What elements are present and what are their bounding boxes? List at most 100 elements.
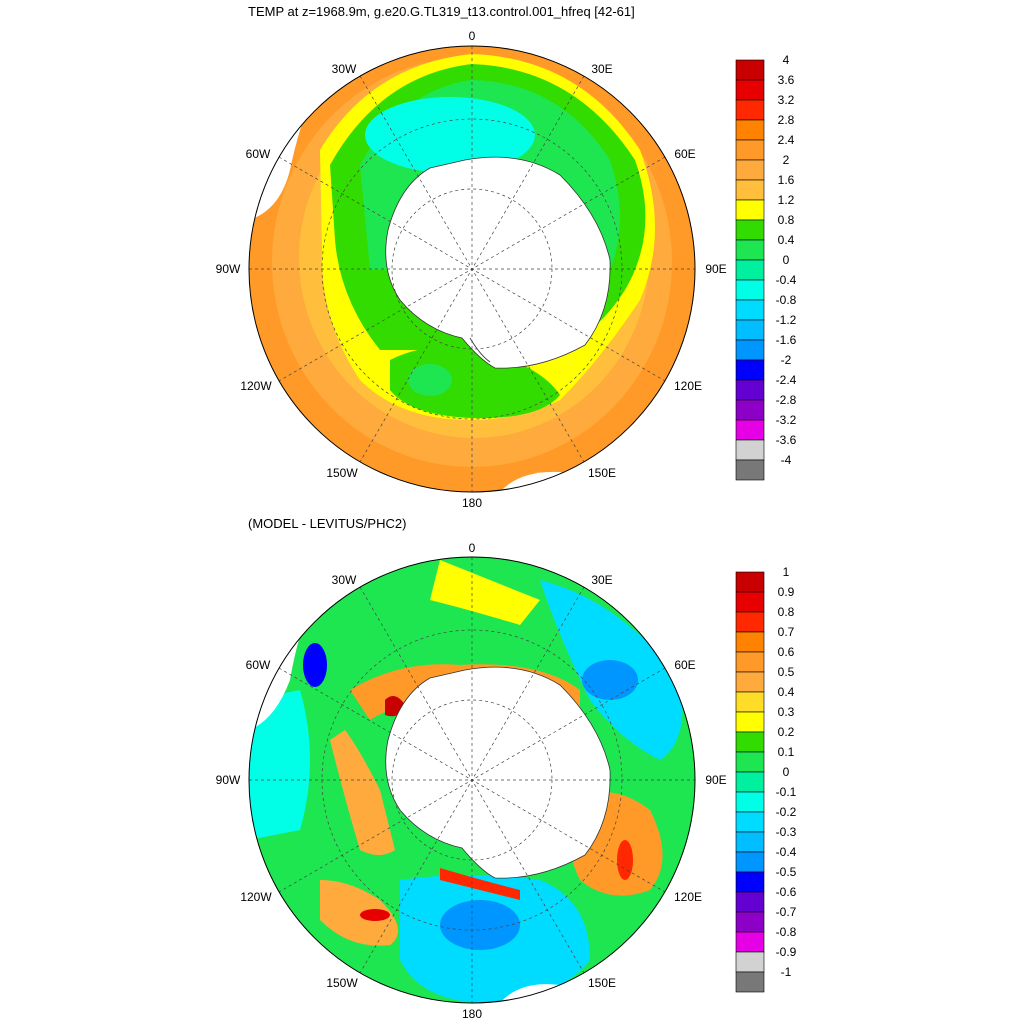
colorbar-label: -0.4 [776, 273, 797, 287]
top-map-outline [248, 45, 696, 493]
colorbar-label: -0.7 [776, 905, 797, 919]
bottom-map-title: (MODEL - LEVITUS/PHC2) [248, 516, 407, 531]
colorbar-swatch [735, 139, 765, 161]
colorbar-swatch [735, 419, 765, 441]
colorbar-label: 0.1 [778, 745, 795, 759]
colorbar-label: 0 [783, 253, 790, 267]
lon-label: 60W [246, 658, 271, 672]
lon-label: 90E [705, 773, 726, 787]
colorbar-label: 2.8 [778, 113, 795, 127]
colorbar-swatch [735, 439, 765, 461]
colorbar-label: 0.5 [778, 665, 795, 679]
colorbar-swatch [735, 319, 765, 341]
colorbar-swatch [735, 811, 765, 833]
lon-label: 150W [326, 466, 358, 480]
colorbar-label: -4 [781, 453, 792, 467]
colorbar-swatch [735, 399, 765, 421]
colorbar-label: 0.4 [778, 233, 795, 247]
bottom-colorbar: 1 0.9 0.8 0.7 0.6 0.5 0.4 0.3 0.2 0.1 0 -0.1 -0.2 -0.… [735, 565, 797, 993]
colorbar-swatch [735, 871, 765, 893]
colorbar-label: -2.4 [776, 373, 797, 387]
colorbar-swatch [735, 791, 765, 813]
colorbar-label: 0.9 [778, 585, 795, 599]
lon-label: 60W [246, 147, 271, 161]
colorbar-swatch [735, 911, 765, 933]
colorbar-swatch [735, 99, 765, 121]
bottom-map-outline [248, 556, 696, 1004]
top-map-fields [249, 46, 695, 492]
colorbar-swatch [735, 651, 765, 673]
lon-label: 150E [588, 466, 616, 480]
top-polar-map: 0 30E 60E 90E 120E 150E 180 150W 120W 90… [216, 29, 797, 510]
colorbar-swatch [735, 851, 765, 873]
bottom-map-graticule [249, 557, 695, 1003]
colorbar-swatch [735, 691, 765, 713]
top-map-graticule [249, 46, 695, 492]
top-colorbar: 4 3.6 3.2 2.8 2.4 2 1.6 1.2 0.8 0.4 0 -0.4 -0.8 -1.2 -… [735, 53, 797, 481]
colorbar-label: -0.8 [776, 925, 797, 939]
bottom-polar-map: 0 30E 60E 90E 120E 150E 180 150W 120W 90… [216, 541, 797, 1021]
colorbar-label: 3.2 [778, 93, 795, 107]
colorbar-swatch [735, 591, 765, 613]
colorbar-swatch [735, 279, 765, 301]
colorbar-swatch [735, 631, 765, 653]
colorbar-label: 4 [783, 53, 790, 67]
lon-label: 120W [240, 890, 272, 904]
colorbar-swatch [735, 159, 765, 181]
colorbar-label: 0.7 [778, 625, 795, 639]
colorbar-label: 0.4 [778, 685, 795, 699]
colorbar-label: -3.6 [776, 433, 797, 447]
colorbar-swatch [735, 59, 765, 81]
colorbar-swatch [735, 339, 765, 361]
lon-label: 0 [469, 29, 476, 43]
colorbar-label: 1.6 [778, 173, 795, 187]
lon-label: 30W [332, 573, 357, 587]
colorbar-label: 2 [783, 153, 790, 167]
colorbar-label: -0.2 [776, 805, 797, 819]
lon-label: 90E [705, 262, 726, 276]
lon-label: 120E [674, 379, 702, 393]
top-lon-labels: 0 30E 60E 90E 120E 150E 180 150W 120W 90… [216, 29, 727, 510]
colorbar-label: 1.2 [778, 193, 795, 207]
colorbar-swatch [735, 751, 765, 773]
colorbar-label: -0.8 [776, 293, 797, 307]
colorbar-swatch [735, 459, 765, 481]
colorbar-label: -0.5 [776, 865, 797, 879]
colorbar-label: 0.2 [778, 725, 795, 739]
lon-label: 150E [588, 976, 616, 990]
colorbar-swatch [735, 359, 765, 381]
colorbar-label: 1 [783, 565, 790, 579]
colorbar-swatch [735, 219, 765, 241]
lon-label: 60E [674, 147, 695, 161]
colorbar-label: -2.8 [776, 393, 797, 407]
colorbar-swatch [735, 239, 765, 261]
lon-label: 120W [240, 379, 272, 393]
bottom-lon-labels: 0 30E 60E 90E 120E 150E 180 150W 120W 90… [216, 541, 727, 1021]
colorbar-label: -0.6 [776, 885, 797, 899]
colorbar-swatch [735, 731, 765, 753]
colorbar-swatch [735, 891, 765, 913]
colorbar-swatch [735, 831, 765, 853]
colorbar-label: 0.6 [778, 645, 795, 659]
colorbar-label: -0.9 [776, 945, 797, 959]
colorbar-label: 2.4 [778, 133, 795, 147]
lon-label: 30E [591, 62, 612, 76]
colorbar-swatch [735, 379, 765, 401]
lon-label: 0 [469, 541, 476, 555]
lon-label: 60E [674, 658, 695, 672]
lon-label: 90W [216, 773, 241, 787]
colorbar-label: 0.8 [778, 605, 795, 619]
colorbar-swatch [735, 971, 765, 993]
colorbar-label: -0.3 [776, 825, 797, 839]
colorbar-label: 3.6 [778, 73, 795, 87]
colorbar-swatch [735, 259, 765, 281]
colorbar-label: 0.3 [778, 705, 795, 719]
lon-label: 90W [216, 262, 241, 276]
colorbar-swatch [735, 199, 765, 221]
colorbar-swatch [735, 119, 765, 141]
top-map-title: TEMP at z=1968.9m, g.e20.G.TL319_t13.con… [248, 4, 635, 19]
lon-label: 180 [462, 1007, 482, 1021]
colorbar-label: 0 [783, 765, 790, 779]
colorbar-label: -2 [781, 353, 792, 367]
colorbar-swatch [735, 671, 765, 693]
